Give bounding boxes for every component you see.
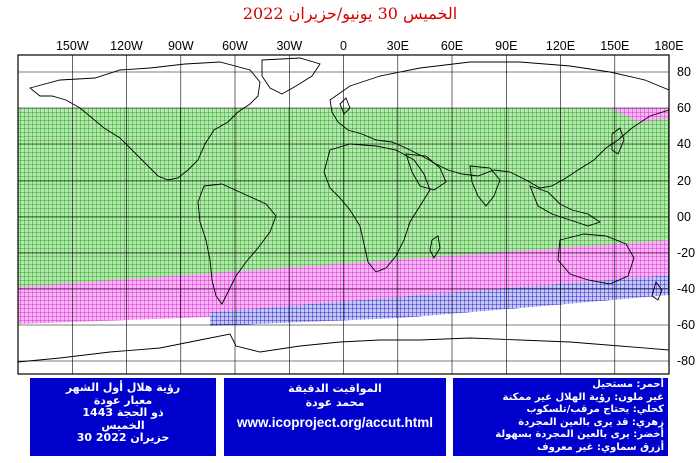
lat-label: 80 (677, 65, 691, 79)
lon-label: 120E (546, 39, 575, 53)
lat-label: 20 (677, 174, 691, 188)
lon-label: 180E (654, 39, 683, 53)
south-america-outline (197, 183, 277, 305)
africa-outline (323, 143, 431, 273)
australia-outline (557, 233, 635, 285)
greenland-outline (261, 57, 321, 95)
india-outline (469, 165, 501, 207)
legend-item-green: أخضر: يرى بالعين المجردة بسهولة (495, 429, 664, 441)
legend-item-sky-blue: أزرق سماوي: غير معروف (536, 441, 664, 453)
weekday: الخميس (101, 418, 145, 432)
lon-label: 60W (222, 39, 248, 53)
map-frame (17, 54, 670, 375)
lon-label: 90E (495, 39, 517, 53)
lat-label: -40 (677, 282, 695, 296)
legend-item-pink: زهري: قد يرى بالعين المجردة (518, 416, 664, 428)
project-url-link[interactable]: www.icoproject.org/accut.html (236, 415, 434, 430)
lat-label: -20 (677, 246, 695, 260)
north-america-outline (29, 61, 261, 181)
madagascar-outline (429, 235, 441, 259)
lon-label: 30E (387, 39, 409, 53)
legend-item-red: أحمر: مستحيل (592, 379, 664, 390)
accurate-times-label: المواقيت الدقيقة (288, 382, 382, 395)
lat-label: 60 (677, 101, 691, 115)
month-info-box: رؤية هلال أول الشهر معيار عودة ذو الحجة … (30, 378, 216, 456)
lat-label: -60 (677, 318, 695, 332)
credits-box: المواقيت الدقيقة محمد عودة www.icoprojec… (224, 378, 446, 456)
antarctica-outline (18, 333, 669, 363)
lat-label: -80 (677, 354, 695, 368)
lon-label: 30W (276, 39, 302, 53)
legend-box: أحمر: مستحيل غير ملون: رؤية الهلال غير م… (453, 378, 668, 456)
coastlines (18, 57, 669, 363)
legend-item-uncolored: غير ملون: رؤية الهلال غير ممكنة (502, 391, 664, 403)
hijri-month: ذو الحجة 1443 (82, 406, 164, 419)
japan-outline (611, 127, 625, 155)
lon-label: 0 (340, 39, 347, 53)
page-title: الخميس 30 يونيو/حزيران 2022 (242, 4, 458, 23)
gregorian-date: 30 حزيران 2022 (76, 431, 170, 444)
europe-asia-outline (329, 61, 669, 189)
arabia-outline (405, 153, 447, 191)
author-name: محمد عودة (305, 396, 365, 409)
lon-label: 90W (168, 39, 194, 53)
legend-item-navy: كحلي: يحتاج مرقب/تلسكوب (526, 404, 664, 416)
lat-label: 00 (677, 210, 691, 224)
lon-label: 150W (56, 39, 89, 53)
graticule (18, 55, 669, 374)
latitude-labels: 80 60 40 20 00 -20 -40 -60 -80 (677, 65, 695, 368)
info-heading: رؤية هلال أول الشهر (65, 381, 181, 394)
lon-label: 150E (600, 39, 629, 53)
zone-blue (210, 275, 669, 326)
lon-label: 60E (441, 39, 463, 53)
longitude-labels: 150W 120W 90W 60W 30W 0 30E 60E 90E 120E… (56, 39, 684, 53)
southeast-asia-outline (529, 185, 602, 227)
uk-outline (339, 97, 351, 115)
criterion-label: معيار عودة (93, 393, 153, 407)
lat-label: 40 (677, 137, 691, 151)
lon-label: 120W (110, 39, 143, 53)
new-zealand-outline (651, 281, 663, 301)
